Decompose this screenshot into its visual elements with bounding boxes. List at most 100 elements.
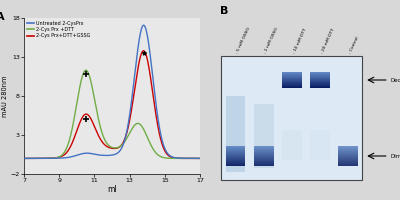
Bar — [310, 80, 330, 81]
Bar — [338, 152, 358, 153]
Bar — [226, 157, 245, 158]
Text: B: B — [220, 6, 228, 16]
Bar — [254, 165, 274, 166]
Bar — [282, 75, 302, 76]
Text: - 10 mM DTT: - 10 mM DTT — [292, 27, 307, 54]
Bar — [338, 147, 358, 148]
Bar — [226, 151, 245, 152]
Bar — [226, 159, 245, 160]
Bar — [226, 160, 245, 161]
Bar — [310, 74, 330, 75]
Y-axis label: mAU 280nm: mAU 280nm — [2, 75, 8, 117]
Bar — [226, 165, 245, 166]
Bar — [282, 72, 302, 73]
Bar — [254, 162, 274, 163]
Bar — [226, 158, 245, 159]
Bar — [282, 86, 302, 87]
Bar — [282, 81, 302, 82]
Bar — [282, 78, 302, 79]
Bar — [254, 146, 274, 147]
Bar — [226, 148, 245, 149]
Bar — [254, 157, 274, 158]
Bar — [226, 96, 245, 172]
Bar — [254, 150, 274, 151]
Bar — [338, 149, 358, 150]
Text: Decamer: Decamer — [390, 77, 400, 82]
Bar — [282, 79, 302, 80]
Bar — [254, 154, 274, 155]
Bar — [310, 86, 330, 87]
Bar — [282, 84, 302, 85]
Bar — [226, 162, 245, 163]
Bar — [310, 83, 330, 84]
Bar — [338, 164, 358, 165]
Bar — [310, 76, 330, 77]
Bar — [310, 75, 330, 76]
Bar — [226, 153, 245, 154]
Bar — [222, 56, 362, 180]
Bar — [282, 87, 302, 88]
Bar — [254, 160, 274, 161]
Bar — [310, 130, 330, 160]
Bar — [226, 161, 245, 162]
Bar — [226, 155, 245, 156]
Bar — [254, 163, 274, 164]
Bar — [310, 78, 330, 79]
Bar — [254, 152, 274, 153]
Bar — [226, 154, 245, 155]
Bar — [226, 163, 245, 164]
Bar — [310, 82, 330, 83]
Bar — [310, 87, 330, 88]
Text: - Control: - Control — [348, 35, 360, 54]
Bar — [254, 151, 274, 152]
Bar — [282, 130, 302, 160]
Bar — [310, 84, 330, 85]
Bar — [254, 153, 274, 154]
Bar — [338, 150, 358, 151]
Bar — [282, 83, 302, 84]
Bar — [338, 157, 358, 158]
Bar — [310, 79, 330, 80]
Bar — [254, 149, 274, 150]
Bar — [338, 159, 358, 160]
Bar — [338, 160, 358, 161]
Text: - 5 mM GSSG: - 5 mM GSSG — [236, 26, 251, 54]
Bar — [338, 146, 358, 147]
Bar — [310, 73, 330, 74]
Bar — [226, 156, 245, 157]
Text: - 20 mM DTT: - 20 mM DTT — [320, 27, 335, 54]
Bar — [254, 159, 274, 160]
Bar — [282, 80, 302, 81]
Bar — [338, 148, 358, 149]
Bar — [282, 73, 302, 74]
Bar — [310, 72, 330, 73]
Bar — [310, 77, 330, 78]
Bar — [338, 154, 358, 155]
Text: Dimer: Dimer — [390, 154, 400, 158]
Text: A: A — [0, 12, 4, 22]
Bar — [226, 150, 245, 151]
Bar — [338, 163, 358, 164]
Bar — [338, 161, 358, 162]
Bar — [338, 162, 358, 163]
Bar — [226, 147, 245, 148]
Bar — [338, 158, 358, 159]
Bar — [254, 155, 274, 156]
Bar — [254, 104, 274, 168]
Bar — [338, 155, 358, 156]
Bar — [226, 164, 245, 165]
X-axis label: ml: ml — [107, 185, 117, 194]
Bar — [310, 85, 330, 86]
Bar — [254, 161, 274, 162]
Bar — [282, 82, 302, 83]
Bar — [282, 77, 302, 78]
Bar — [254, 148, 274, 149]
Bar — [310, 81, 330, 82]
Bar — [254, 158, 274, 159]
Bar — [338, 156, 358, 157]
Text: - 1 mM GSSG: - 1 mM GSSG — [264, 26, 280, 54]
Bar — [338, 153, 358, 154]
Bar — [254, 164, 274, 165]
Bar — [226, 152, 245, 153]
Legend: Untreated 2-CysPrx, 2-Cys Prx +DTT, 2-Cys Prx+DTT+GSSG: Untreated 2-CysPrx, 2-Cys Prx +DTT, 2-Cy… — [26, 20, 91, 39]
